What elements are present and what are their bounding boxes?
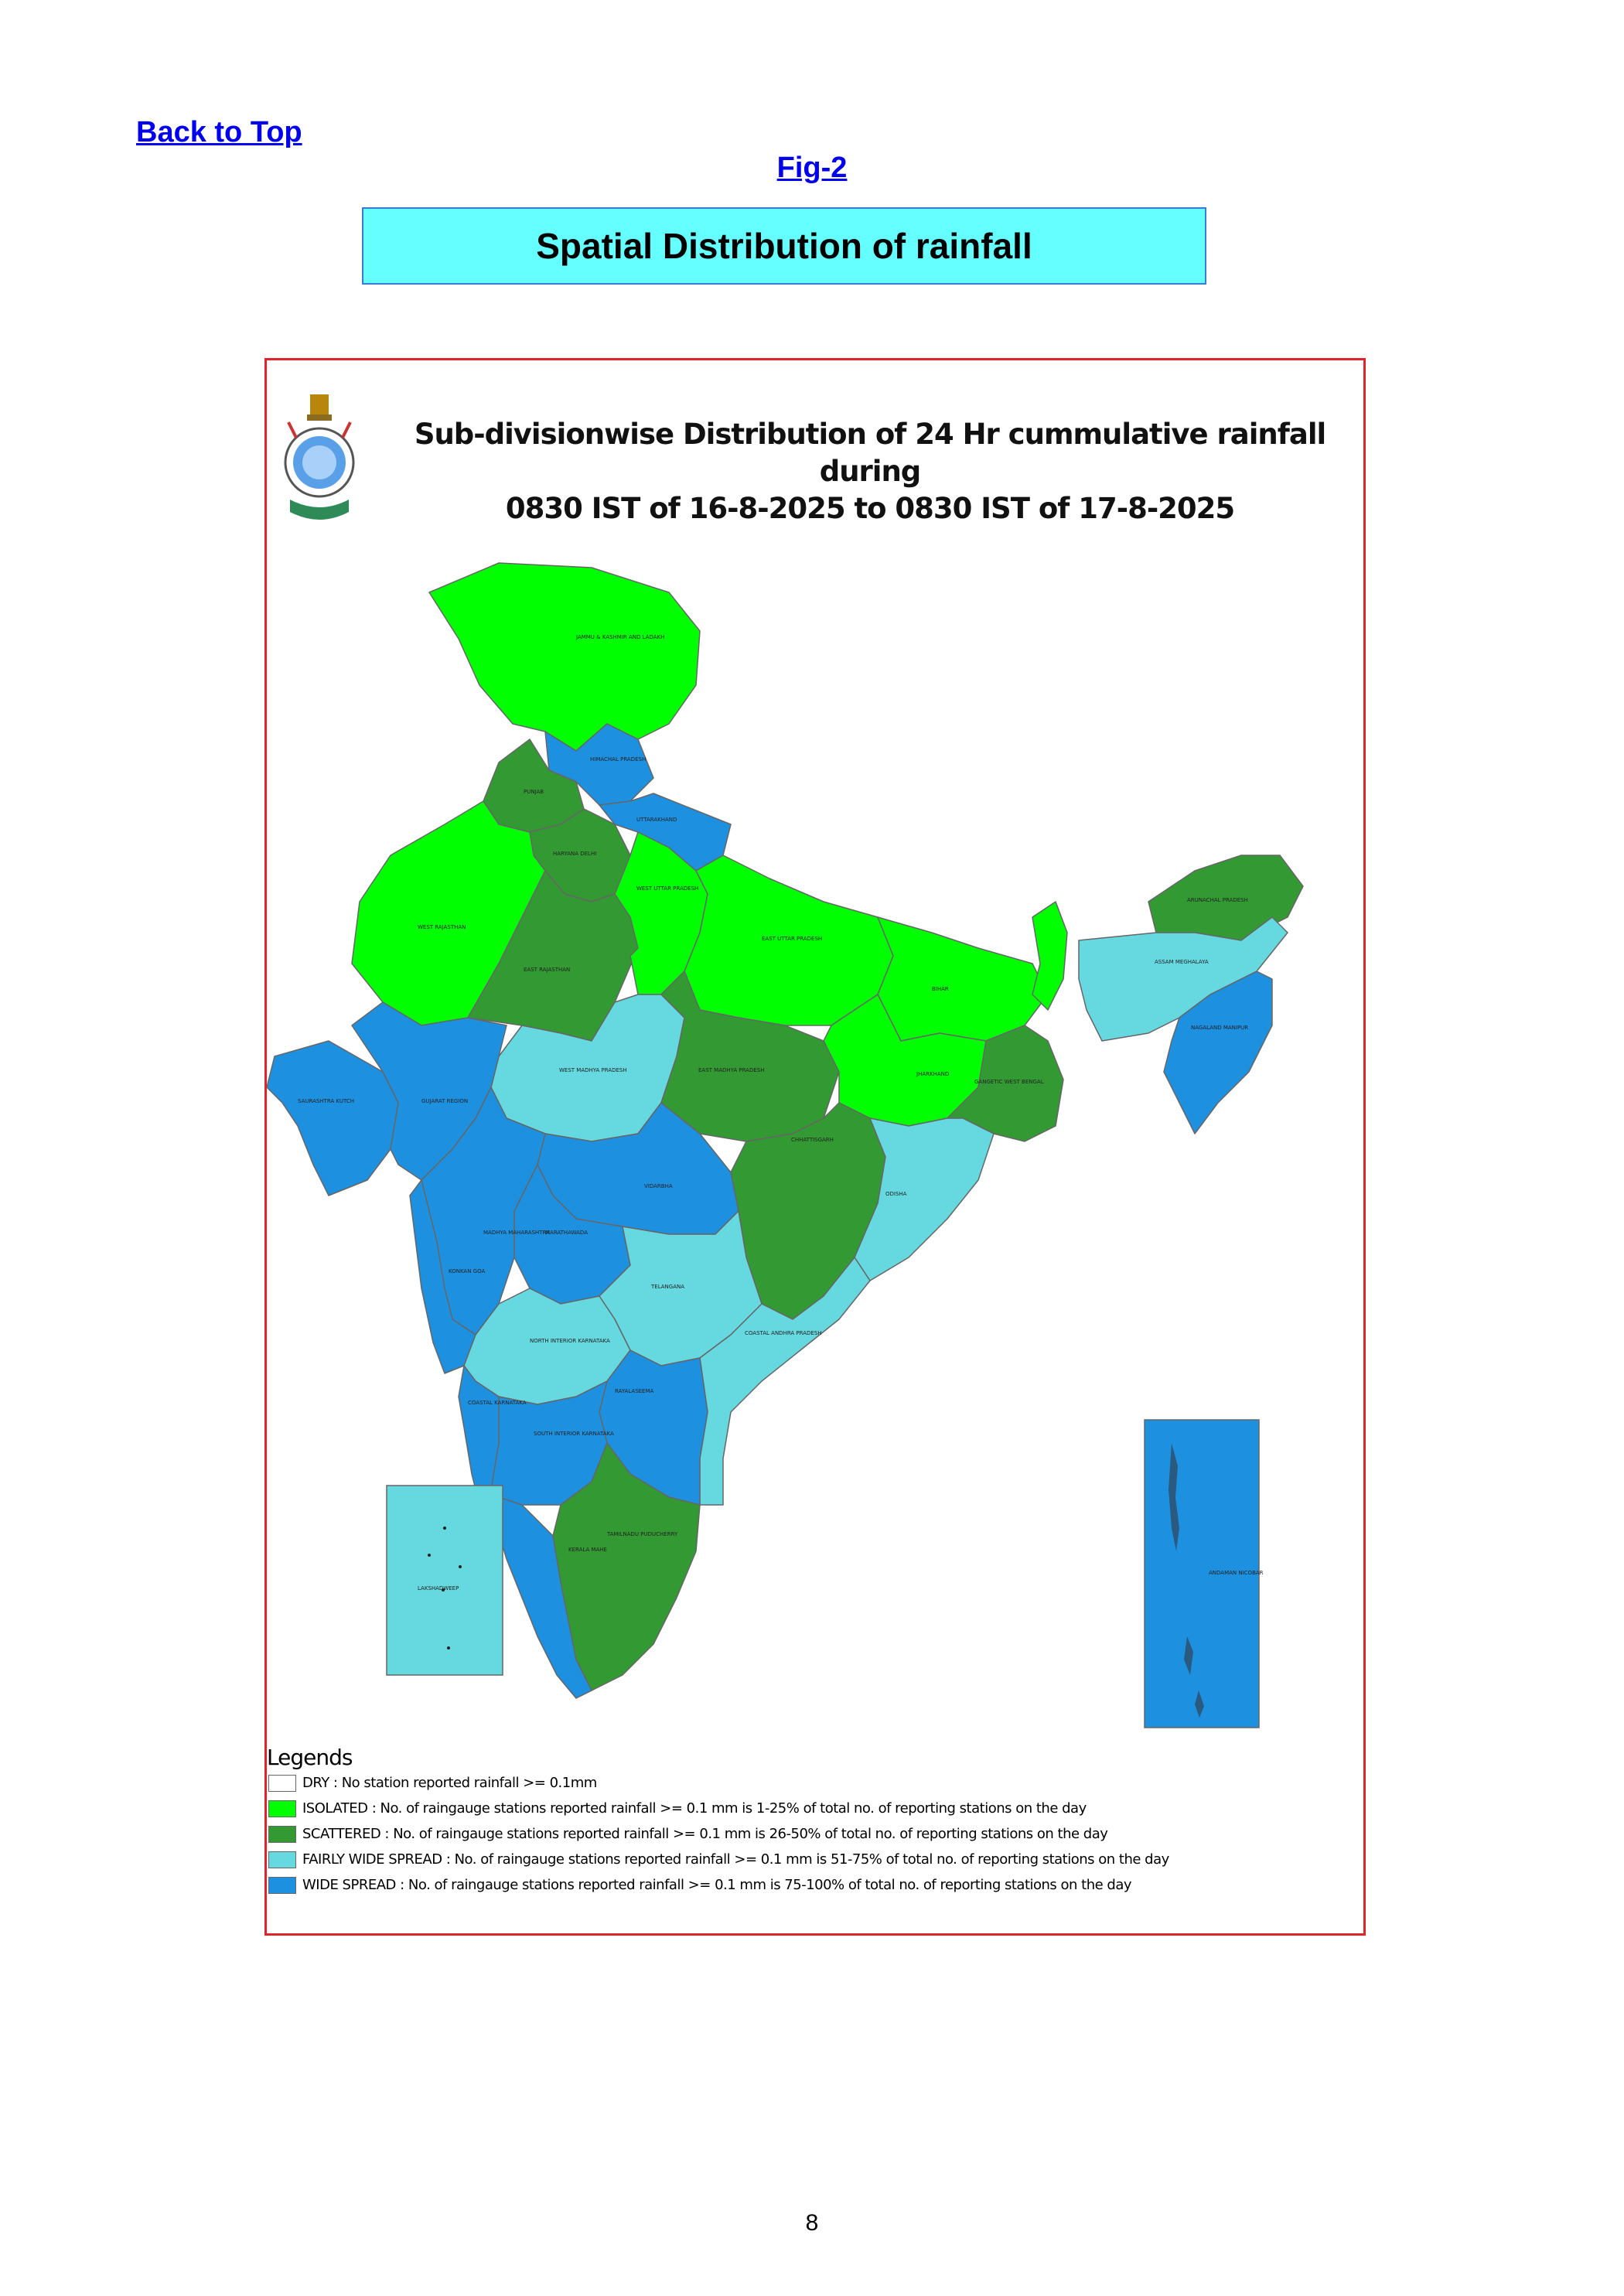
section-title: Spatial Distribution of rainfall	[536, 226, 1032, 266]
subdivision-labels: JAMMU & KASHMIR AND LADAKH HIMACHAL PRAD…	[298, 634, 1264, 1592]
svg-text:CHHATTISGARH: CHHATTISGARH	[791, 1137, 834, 1143]
svg-text:PUNJAB: PUNJAB	[524, 789, 544, 795]
subdivision-lakshadweep	[386, 1485, 503, 1676]
subdivision-gangetic-west-bengal	[947, 1025, 1064, 1142]
svg-text:EAST MADHYA PRADESH: EAST MADHYA PRADESH	[698, 1067, 765, 1073]
andaman-nicobar-inset	[1144, 1419, 1260, 1728]
back-to-top-link[interactable]: Back to Top	[136, 116, 302, 148]
svg-text:ARUNACHAL PRADESH: ARUNACHAL PRADESH	[1187, 897, 1248, 903]
legend-text: FAIRLY WIDE SPREAD : No. of raingauge st…	[302, 1851, 1169, 1868]
svg-text:EAST UTTAR PRADESH: EAST UTTAR PRADESH	[762, 936, 822, 942]
svg-text:WEST UTTAR PRADESH: WEST UTTAR PRADESH	[636, 885, 698, 892]
subdivision-saurashtra-kutch	[267, 1040, 399, 1196]
svg-text:RAYALASEEMA: RAYALASEEMA	[615, 1388, 654, 1394]
svg-text:HARYANA DELHI: HARYANA DELHI	[553, 851, 596, 857]
legend-text: DRY : No station reported rainfall >= 0.…	[302, 1775, 597, 1791]
svg-text:COASTAL KARNATAKA: COASTAL KARNATAKA	[468, 1400, 527, 1406]
svg-text:WEST RAJASTHAN: WEST RAJASTHAN	[418, 924, 466, 930]
legend-item-scattered: SCATTERED : No. of raingauge stations re…	[268, 1821, 1365, 1847]
subdivision-odisha	[854, 1117, 995, 1281]
svg-text:JAMMU & KASHMIR AND LADAKH: JAMMU & KASHMIR AND LADAKH	[575, 634, 664, 640]
subdivision-nagaland-manipur-mizoram-tripura	[1163, 971, 1273, 1134]
svg-text:HIMACHAL PRADESH: HIMACHAL PRADESH	[590, 756, 646, 762]
svg-text:COASTAL ANDHRA PRADESH: COASTAL ANDHRA PRADESH	[745, 1330, 822, 1336]
legend-swatch	[268, 1800, 296, 1817]
map-legend: Legends DRY : No station reported rainfa…	[267, 1745, 1365, 1898]
lakshadweep-inset	[386, 1485, 503, 1676]
legend-item-isolated: ISOLATED : No. of raingauge stations rep…	[268, 1796, 1365, 1821]
subdivision-jammu-kashmir-ladakh	[428, 562, 701, 752]
map-title-line1: Sub-divisionwise Distribution of 24 Hr c…	[414, 418, 1326, 488]
svg-text:WEST MADHYA PRADESH: WEST MADHYA PRADESH	[559, 1067, 627, 1073]
subdivision-bihar	[877, 916, 1049, 1042]
svg-text:BIHAR: BIHAR	[932, 986, 949, 992]
page-number: 8	[805, 2210, 819, 2236]
svg-text:UTTARAKHAND: UTTARAKHAND	[636, 817, 677, 823]
svg-text:TAMILNADU PUDUCHERRY: TAMILNADU PUDUCHERRY	[606, 1531, 678, 1537]
svg-text:KONKAN GOA: KONKAN GOA	[449, 1268, 485, 1274]
map-title: Sub-divisionwise Distribution of 24 Hr c…	[406, 416, 1334, 527]
rainfall-map-frame: Sub-divisionwise Distribution of 24 Hr c…	[264, 358, 1366, 1936]
legend-title: Legends	[267, 1745, 353, 1770]
svg-text:TELANGANA: TELANGANA	[650, 1284, 684, 1290]
subdivision-kerala-mahe	[490, 1489, 592, 1699]
svg-text:GANGETIC WEST BENGAL: GANGETIC WEST BENGAL	[974, 1079, 1044, 1085]
svg-text:NAGALAND MANIPUR: NAGALAND MANIPUR	[1191, 1025, 1248, 1031]
legend-text: SCATTERED : No. of raingauge stations re…	[302, 1826, 1108, 1842]
legend-item-dry: DRY : No station reported rainfall >= 0.…	[268, 1770, 1365, 1796]
svg-text:SOUTH INTERIOR KARNATAKA: SOUTH INTERIOR KARNATAKA	[534, 1431, 614, 1437]
fig-label-link[interactable]: Fig-2	[776, 152, 848, 184]
svg-text:KERALA MAHE: KERALA MAHE	[568, 1547, 607, 1553]
subdivision-konkan-goa	[409, 1179, 476, 1374]
legend-text: ISOLATED : No. of raingauge stations rep…	[302, 1800, 1087, 1817]
svg-text:MARATHAWADA: MARATHAWADA	[545, 1230, 588, 1236]
svg-text:ASSAM MEGHALAYA: ASSAM MEGHALAYA	[1155, 959, 1209, 965]
legend-swatch	[268, 1825, 296, 1843]
legend-text: WIDE SPREAD : No. of raingauge stations …	[302, 1877, 1132, 1893]
imd-emblem-icon	[284, 394, 355, 520]
svg-text:NORTH INTERIOR KARNATAKA: NORTH INTERIOR KARNATAKA	[530, 1338, 610, 1344]
india-subdivision-map: JAMMU & KASHMIR AND LADAKH HIMACHAL PRAD…	[267, 562, 1304, 1728]
svg-text:GUJARAT REGION: GUJARAT REGION	[421, 1098, 468, 1104]
subdivision-sub-himalayan-west-bengal	[1032, 901, 1068, 1011]
svg-text:MADHYA MAHARASHTRA: MADHYA MAHARASHTRA	[483, 1230, 550, 1236]
svg-text:JHARKHAND: JHARKHAND	[916, 1071, 949, 1077]
section-title-box: Spatial Distribution of rainfall	[362, 207, 1206, 285]
legend-swatch	[268, 1876, 296, 1894]
legend-swatch	[268, 1774, 296, 1792]
legend-item-wide-spread: WIDE SPREAD : No. of raingauge stations …	[268, 1872, 1365, 1898]
svg-text:LAKSHADWEEP: LAKSHADWEEP	[418, 1585, 459, 1592]
subdivision-andaman-nicobar	[1144, 1419, 1260, 1728]
legend-swatch	[268, 1851, 296, 1868]
legend-item-fairly-wide-spread: FAIRLY WIDE SPREAD : No. of raingauge st…	[268, 1847, 1365, 1872]
svg-text:EAST RAJASTHAN: EAST RAJASTHAN	[524, 967, 570, 973]
map-title-line2: 0830 IST of 16-8-2025 to 0830 IST of 17-…	[505, 492, 1235, 525]
svg-text:ODISHA: ODISHA	[885, 1191, 907, 1197]
svg-text:SAURASHTRA KUTCH: SAURASHTRA KUTCH	[298, 1098, 354, 1104]
svg-text:ANDAMAN NICOBAR: ANDAMAN NICOBAR	[1209, 1570, 1264, 1576]
svg-text:VIDARBHA: VIDARBHA	[644, 1183, 673, 1189]
